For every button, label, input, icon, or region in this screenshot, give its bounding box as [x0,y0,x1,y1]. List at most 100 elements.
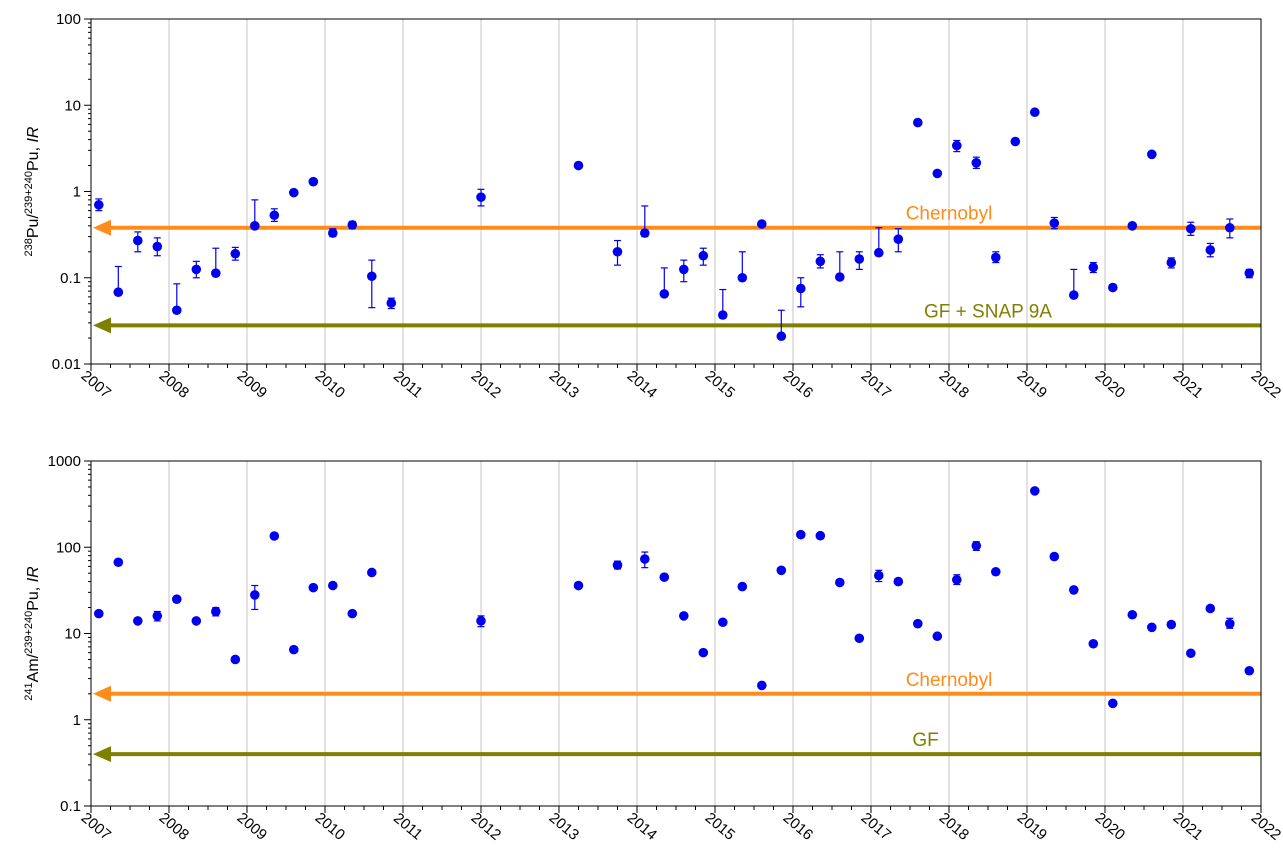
y-tick-label: 1000 [48,453,81,470]
data-point [718,617,728,628]
data-point [94,200,104,210]
x-tick-label: 2011 [390,368,426,402]
y-axis-label-superscript: 239+240 [23,611,35,654]
data-point [191,264,202,275]
data-point [612,246,623,257]
x-tick-label: 2018 [936,809,972,843]
data-point [1205,245,1216,255]
plot-frame [90,18,1262,365]
data-point [874,247,884,258]
data-point [757,680,767,691]
data-point [952,140,962,151]
y-tick-label: 100 [56,539,81,556]
data-point [776,565,787,576]
y-tick-label: 10 [64,626,81,643]
data-point [913,117,923,128]
data-point [893,576,904,587]
data-point [476,616,486,626]
data-point [1049,218,1060,228]
data-point [1108,698,1118,709]
reference-line-label: GF + SNAP 9A [924,301,1052,322]
data-point [659,572,670,582]
data-point [698,250,709,261]
x-tick-label: 2021 [1170,367,1206,401]
data-point [1244,665,1255,676]
data-point [211,268,221,278]
data-point [1225,222,1235,233]
data-point [932,631,943,642]
x-tick-label: 2020 [1092,367,1128,401]
data-point [796,529,806,540]
chart-panel-2: Chernobyl GF 0.1 1 10 100 1000 2007 2008 2009 2010… [23,453,1283,844]
data-point [854,633,865,644]
data-point [1088,638,1099,649]
y-axis-label: 238Pu/239+240Pu, IR [23,126,42,256]
data-point [1186,223,1196,234]
data-point [737,272,748,283]
y-axis-label: 241Am/239+240Pu, IR [23,566,42,701]
x-tick-label: 2008 [156,809,192,843]
data-point [737,581,748,592]
data-point [367,567,377,578]
x-tick-label: 2022 [1248,809,1283,843]
y-tick-label: 1 [73,184,81,201]
data-point [913,618,923,629]
data-point [796,283,806,294]
data-point [815,256,826,267]
data-point [152,611,163,621]
y-axis-label-italic: IR [25,126,42,142]
data-point [367,271,377,282]
x-tick-label: 2007 [78,367,114,401]
data-point [211,606,221,617]
data-point [1186,648,1196,659]
x-tick-label: 2019 [1014,809,1050,843]
data-point [776,331,787,342]
data-point [573,580,584,591]
data-point [289,644,299,655]
data-point [971,158,982,168]
data-point [573,160,584,171]
reference-line-label: Chernobyl [906,204,993,225]
data-point [386,298,397,308]
y-axis-label-text: Am/ [25,653,42,682]
x-tick-label: 2015 [702,367,738,401]
data-point [289,187,299,198]
y-tick-label: 100 [56,11,81,28]
x-tick-label: 2020 [1092,809,1128,843]
data-point [932,168,943,179]
data-point [328,228,338,238]
y-tick-label: 0.1 [60,798,81,815]
data-point [893,234,904,244]
data-point [757,219,767,229]
arrow-left-icon [93,219,111,236]
x-tick-label: 2014 [624,367,660,401]
x-tick-label: 2017 [858,809,894,843]
data-point [1205,603,1216,614]
data-point [1166,257,1177,268]
data-point [835,577,845,588]
data-point [1069,290,1079,300]
data-point [1147,149,1157,160]
data-point [991,252,1001,263]
x-tick-label: 2011 [390,810,426,844]
x-tick-label: 2018 [936,367,972,401]
data-point [133,235,143,246]
data-point [698,647,709,658]
data-point [1127,221,1138,231]
y-tick-label: 0.01 [52,356,81,373]
data-point [308,176,319,187]
y-axis-label-text: Pu, [25,582,42,610]
y-tick-label: 1 [73,712,81,729]
arrow-left-icon [93,685,111,702]
chart-panel-1: Chernobyl GF + SNAP 9A 0.01 0.1 1 10 100 2007 20… [23,11,1283,402]
reference-line-label: GF [912,730,938,751]
x-tick-label: 2019 [1014,367,1050,401]
data-point [679,611,689,621]
data-point [1030,107,1040,118]
x-tick-label: 2013 [546,809,582,843]
y-axis-label-text: Pu, [25,143,42,171]
data-point [952,574,962,585]
data-point [1030,486,1040,496]
